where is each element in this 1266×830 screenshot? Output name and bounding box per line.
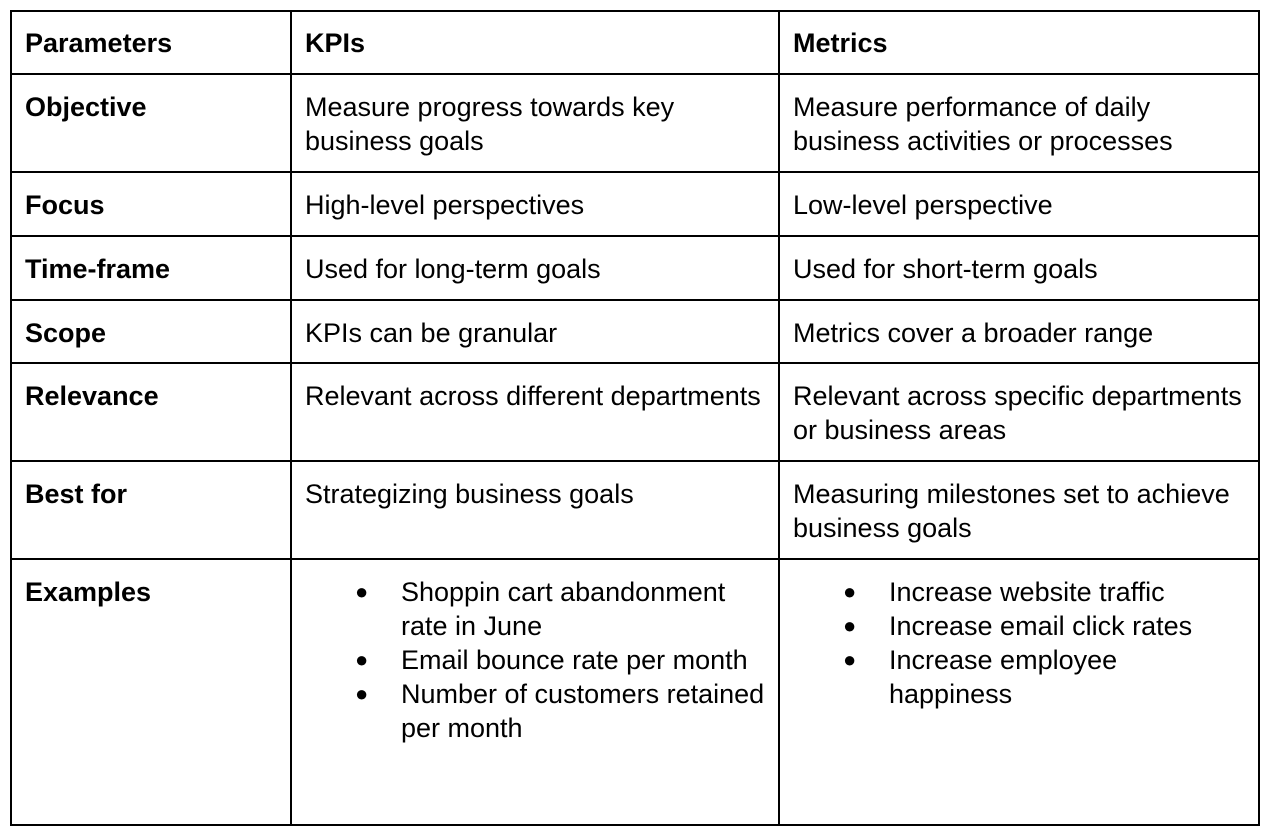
list-item-text: Increase employee happiness (889, 645, 1118, 709)
row-parameter: Objective (10, 73, 292, 173)
list-item-text: Shoppin cart abandonment rate in June (401, 577, 726, 641)
list-item: ● Increase website traffic (843, 575, 1246, 609)
bullet-icon: ● (843, 613, 857, 638)
row-kpi-cell: Relevant across different departments (290, 362, 780, 462)
table-row: Focus High-level perspectives Low-level … (10, 171, 1260, 237)
row-kpi-cell: Measure progress towards key business go… (290, 73, 780, 173)
row-metric-cell: Metrics cover a broader range (778, 299, 1260, 364)
kpi-examples-list: ● Shoppin cart abandonment rate in June ●… (355, 575, 766, 745)
row-parameter: Scope (10, 299, 292, 364)
header-metrics: Metrics (778, 10, 1260, 75)
row-kpi-cell: KPIs can be granular (290, 299, 780, 364)
list-item-text: Increase website traffic (889, 577, 1165, 607)
bullet-icon: ● (843, 579, 857, 604)
list-item-text: Email bounce rate per month (401, 645, 748, 675)
row-parameter: Time-frame (10, 235, 292, 301)
row-metric-cell: Measure performance of daily business ac… (778, 73, 1260, 173)
row-metric-cell: Measuring milestones set to achieve busi… (778, 460, 1260, 560)
row-metric-cell: Low-level perspective (778, 171, 1260, 237)
row-metric-cell: Relevant across specific departments or … (778, 362, 1260, 462)
table-row-examples: Examples ● Shoppin cart abandonment rate … (10, 558, 1260, 826)
row-kpi-cell: Strategizing business goals (290, 460, 780, 560)
table-row: Time-frame Used for long-term goals Used… (10, 235, 1260, 301)
row-parameter: Focus (10, 171, 292, 237)
row-parameter: Relevance (10, 362, 292, 462)
comparison-table: Parameters KPIs Metrics Objective Measur… (10, 10, 1260, 826)
header-kpis: KPIs (290, 10, 780, 75)
bullet-icon: ● (355, 681, 369, 706)
table-row: Best for Strategizing business goals Mea… (10, 460, 1260, 560)
metric-examples-list: ● Increase website traffic ● Increase emai… (843, 575, 1246, 711)
list-item: ● Email bounce rate per month (355, 643, 766, 677)
row-kpi-cell: High-level perspectives (290, 171, 780, 237)
list-item-text: Increase email click rates (889, 611, 1193, 641)
row-metric-cell: Used for short-term goals (778, 235, 1260, 301)
kpi-examples-cell: ● Shoppin cart abandonment rate in June ●… (290, 558, 780, 826)
list-item: ● Increase employee happiness (843, 643, 1246, 711)
table-row: Objective Measure progress towards key b… (10, 73, 1260, 173)
table-row: Relevance Relevant across different depa… (10, 362, 1260, 462)
row-parameter: Best for (10, 460, 292, 560)
row-kpi-cell: Used for long-term goals (290, 235, 780, 301)
list-item: ● Number of customers retained per month (355, 677, 766, 745)
bullet-icon: ● (355, 579, 369, 604)
metric-examples-cell: ● Increase website traffic ● Increase emai… (778, 558, 1260, 826)
header-parameters: Parameters (10, 10, 292, 75)
table-row: Scope KPIs can be granular Metrics cover… (10, 299, 1260, 364)
list-item-text: Number of customers retained per month (401, 679, 765, 743)
table-header-row: Parameters KPIs Metrics (10, 10, 1260, 75)
bullet-icon: ● (843, 647, 857, 672)
list-item: ● Shoppin cart abandonment rate in June (355, 575, 766, 643)
row-parameter: Examples (10, 558, 292, 826)
bullet-icon: ● (355, 647, 369, 672)
list-item: ● Increase email click rates (843, 609, 1246, 643)
